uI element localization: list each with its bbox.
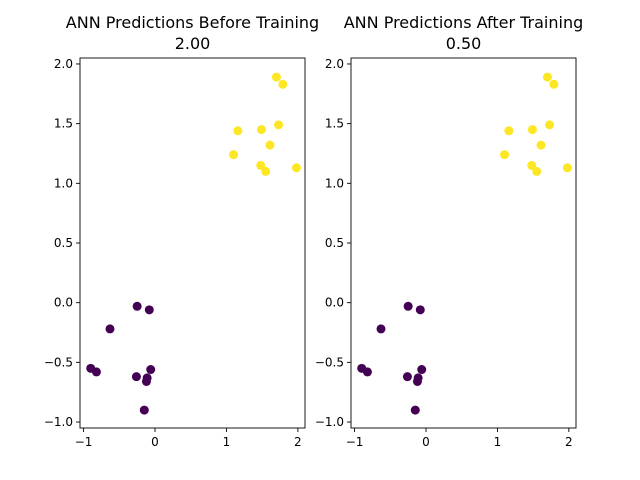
scatter-point bbox=[291, 163, 301, 173]
x-tick-label: −1 bbox=[75, 435, 93, 449]
scatter-point bbox=[132, 301, 142, 311]
scatter-point bbox=[229, 150, 239, 160]
x-tick-label: −1 bbox=[346, 435, 364, 449]
y-axis-ticks: −1.0 −0.5 0.0 0.5 1.0 1.5 2.0 bbox=[315, 57, 351, 429]
scatter-point bbox=[362, 367, 372, 377]
y-tick-label: 2.0 bbox=[54, 57, 73, 71]
x-tick-label: 1 bbox=[223, 435, 231, 449]
scatter-point bbox=[545, 120, 555, 130]
axes-frame bbox=[79, 57, 306, 429]
x-tick-label: 2 bbox=[294, 435, 302, 449]
scatter-point bbox=[233, 126, 243, 136]
subplot-after-training: ANN Predictions After Training 0.50 −1 0 1… bbox=[315, 13, 583, 449]
scatter-point bbox=[415, 305, 425, 315]
scatter-point bbox=[265, 140, 275, 150]
scatter-point bbox=[141, 376, 151, 386]
y-tick-label: 0.5 bbox=[325, 236, 344, 250]
x-axis-ticks: −1 0 1 2 bbox=[75, 428, 302, 449]
scatter-point bbox=[256, 125, 266, 135]
subplot-title-line-2: 0.50 bbox=[446, 34, 482, 53]
scatter-point bbox=[131, 372, 141, 382]
x-tick-label: 1 bbox=[494, 435, 502, 449]
scatter-point bbox=[417, 365, 427, 375]
scatter-marks bbox=[86, 72, 301, 415]
scatter-point bbox=[527, 125, 537, 135]
y-axis-ticks: −1.0 −0.5 0.0 0.5 1.0 1.5 2.0 bbox=[44, 57, 80, 429]
y-tick-label: −0.5 bbox=[315, 355, 344, 369]
x-axis-ticks: −1 0 1 2 bbox=[346, 428, 573, 449]
subplot-before-training: ANN Predictions Before Training 2.00 −1 0… bbox=[44, 13, 319, 449]
x-tick-label: 0 bbox=[422, 435, 430, 449]
scatter-point bbox=[410, 405, 420, 415]
scatter-point bbox=[271, 72, 281, 82]
scatter-point bbox=[274, 120, 284, 130]
subplot-title-line-1: ANN Predictions Before Training bbox=[66, 13, 319, 32]
y-tick-label: 1.0 bbox=[54, 176, 73, 190]
scatter-marks bbox=[357, 72, 572, 415]
x-tick-label: 2 bbox=[565, 435, 573, 449]
subplot-title-line-2: 2.00 bbox=[175, 34, 211, 53]
y-tick-label: 1.5 bbox=[325, 117, 344, 131]
y-tick-label: 0.0 bbox=[325, 296, 344, 310]
y-tick-label: 0.5 bbox=[54, 236, 73, 250]
scatter-point bbox=[261, 166, 271, 176]
scatter-point bbox=[549, 79, 559, 89]
subplot-title-line-1: ANN Predictions After Training bbox=[344, 13, 584, 32]
y-tick-label: −1.0 bbox=[315, 415, 344, 429]
scatter-point bbox=[504, 126, 514, 136]
scatter-point bbox=[532, 166, 542, 176]
y-tick-label: 1.5 bbox=[54, 117, 73, 131]
axes-frame bbox=[350, 57, 577, 429]
scatter-point bbox=[91, 367, 101, 377]
scatter-point bbox=[144, 305, 154, 315]
scatter-point bbox=[562, 163, 572, 173]
scatter-point bbox=[139, 405, 149, 415]
scatter-point bbox=[105, 324, 115, 334]
scatter-point bbox=[256, 160, 266, 170]
scatter-point bbox=[527, 160, 537, 170]
y-tick-label: 2.0 bbox=[325, 57, 344, 71]
scatter-point bbox=[402, 372, 412, 382]
scatter-point bbox=[542, 72, 552, 82]
x-tick-label: 0 bbox=[151, 435, 159, 449]
scatter-point bbox=[412, 376, 422, 386]
scatter-point bbox=[536, 140, 546, 150]
y-tick-label: 1.0 bbox=[325, 176, 344, 190]
y-tick-label: 0.0 bbox=[54, 296, 73, 310]
scatter-point bbox=[278, 79, 288, 89]
scatter-point bbox=[146, 365, 156, 375]
y-tick-label: −1.0 bbox=[44, 415, 73, 429]
scatter-point bbox=[376, 324, 386, 334]
y-tick-label: −0.5 bbox=[44, 355, 73, 369]
scatter-point bbox=[500, 150, 510, 160]
scatter-point bbox=[403, 301, 413, 311]
